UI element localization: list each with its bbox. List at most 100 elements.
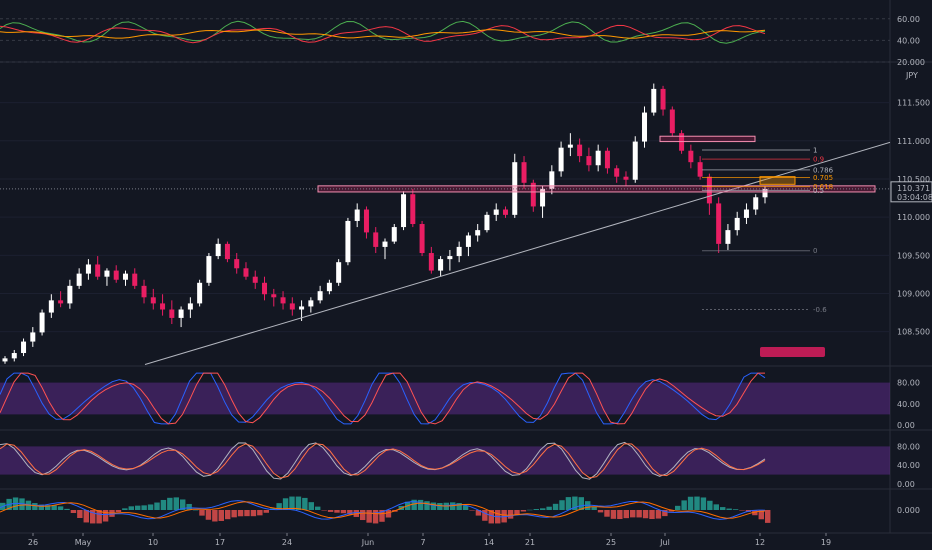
trendline[interactable] — [144, 141, 891, 365]
candle[interactable] — [132, 273, 138, 286]
candle[interactable] — [577, 144, 583, 157]
candle[interactable] — [95, 264, 101, 277]
price-tick-label: 108.500 — [897, 328, 930, 337]
candle[interactable] — [502, 209, 508, 215]
candle[interactable] — [465, 235, 471, 247]
candle[interactable] — [660, 88, 666, 110]
candle[interactable] — [382, 241, 388, 247]
candle[interactable] — [317, 291, 323, 301]
candle[interactable] — [530, 182, 536, 207]
candle[interactable] — [725, 230, 731, 244]
candle[interactable] — [289, 303, 295, 310]
candle[interactable] — [549, 171, 555, 189]
candle[interactable] — [39, 312, 45, 333]
candle[interactable] — [391, 227, 397, 242]
candle[interactable] — [252, 276, 258, 283]
macd-histogram-bar — [379, 510, 385, 522]
candle[interactable] — [224, 243, 230, 260]
candle[interactable] — [113, 270, 119, 280]
candle[interactable] — [280, 297, 286, 304]
candle[interactable] — [21, 341, 27, 354]
candle[interactable] — [67, 285, 73, 304]
candle[interactable] — [30, 332, 36, 342]
candle[interactable] — [11, 353, 17, 359]
candle[interactable] — [743, 209, 749, 218]
macd-histogram-bar — [578, 497, 584, 510]
candle[interactable] — [215, 243, 221, 257]
candle[interactable] — [558, 147, 564, 172]
candle[interactable] — [475, 230, 481, 236]
golden-pocket-zone[interactable] — [759, 176, 796, 185]
candle[interactable] — [632, 141, 638, 180]
candle[interactable] — [567, 144, 573, 148]
candle[interactable] — [2, 358, 8, 362]
candle[interactable] — [688, 150, 694, 163]
candle[interactable] — [697, 162, 703, 177]
candle[interactable] — [206, 256, 212, 283]
candle[interactable] — [122, 273, 128, 280]
candle[interactable] — [58, 300, 64, 304]
candle[interactable] — [428, 253, 434, 271]
candle[interactable] — [48, 300, 54, 313]
candle[interactable] — [540, 188, 546, 207]
candle[interactable] — [419, 224, 425, 254]
candle[interactable] — [336, 262, 342, 283]
candle[interactable] — [484, 214, 490, 231]
candle[interactable] — [326, 282, 332, 292]
candle[interactable] — [410, 194, 416, 225]
candle[interactable] — [141, 285, 147, 298]
candle[interactable] — [642, 112, 648, 142]
candle[interactable] — [493, 209, 499, 215]
candle[interactable] — [160, 303, 166, 310]
macd-histogram-bar — [237, 510, 244, 517]
macd-histogram-bar — [64, 508, 70, 510]
candle[interactable] — [243, 268, 249, 277]
candle[interactable] — [512, 162, 518, 215]
candle[interactable] — [521, 162, 527, 183]
candle[interactable] — [753, 197, 759, 210]
candle[interactable] — [197, 282, 203, 304]
candle[interactable] — [85, 264, 91, 274]
candle[interactable] — [447, 256, 453, 260]
candle[interactable] — [104, 270, 110, 277]
candle[interactable] — [669, 109, 675, 134]
candle[interactable] — [187, 303, 193, 310]
candle[interactable] — [354, 209, 360, 221]
measure-box[interactable] — [760, 347, 825, 357]
candle[interactable] — [308, 300, 314, 307]
candle[interactable] — [595, 150, 601, 166]
candle[interactable] — [604, 150, 610, 169]
macd-tick-label: 0.000 — [897, 506, 920, 515]
candle[interactable] — [586, 156, 592, 166]
candle[interactable] — [456, 246, 462, 257]
macd-histogram-bar — [205, 510, 212, 520]
macd-histogram-bar — [720, 507, 726, 510]
fib-level-label: 0 — [813, 247, 817, 255]
candle[interactable] — [401, 194, 407, 228]
candle[interactable] — [178, 309, 184, 318]
candle[interactable] — [234, 259, 240, 269]
candle[interactable] — [262, 282, 268, 295]
macd-histogram-bar — [462, 505, 469, 510]
supply-zone[interactable] — [659, 135, 756, 143]
candle[interactable] — [373, 232, 379, 247]
candle[interactable] — [150, 297, 156, 304]
candle[interactable] — [614, 168, 620, 177]
candle[interactable] — [345, 220, 351, 263]
candle[interactable] — [438, 259, 444, 271]
macd-histogram-bar — [276, 503, 282, 510]
candle[interactable] — [651, 88, 657, 113]
candle[interactable] — [76, 273, 82, 286]
time-tick-label: 24 — [282, 538, 292, 547]
candle[interactable] — [363, 209, 369, 233]
candle[interactable] — [169, 309, 175, 318]
candle[interactable] — [716, 203, 722, 244]
candle[interactable] — [299, 306, 305, 310]
macd-histogram-bar — [681, 500, 687, 510]
candle[interactable] — [734, 217, 740, 231]
candle[interactable] — [762, 188, 768, 198]
candle[interactable] — [271, 294, 277, 298]
top-panel-tick: 60.00 — [897, 15, 920, 24]
candle[interactable] — [623, 176, 629, 180]
